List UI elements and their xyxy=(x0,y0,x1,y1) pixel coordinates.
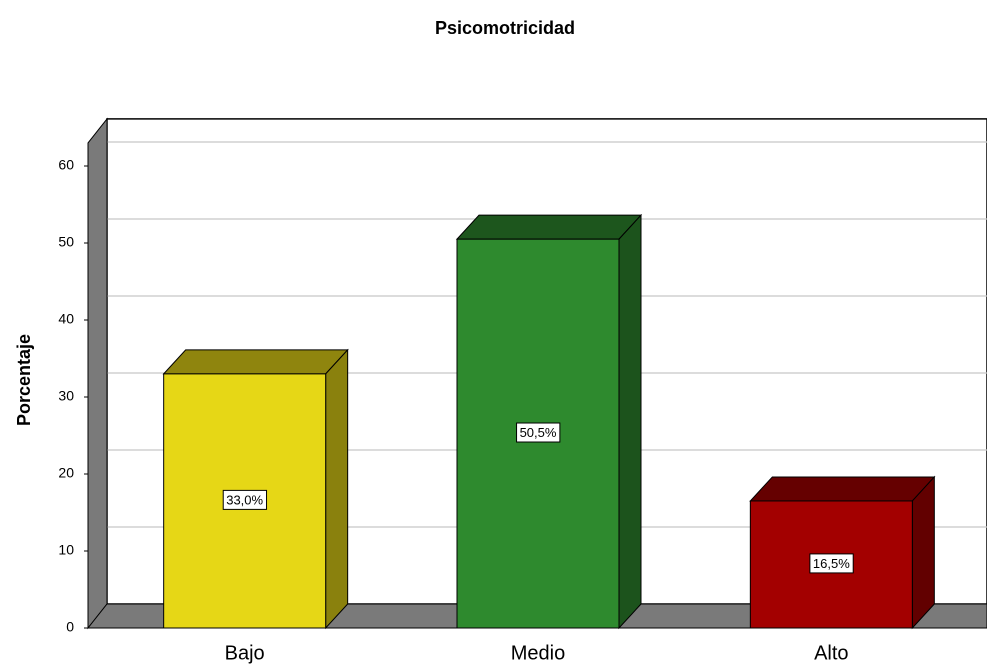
y-tick-label: 30 xyxy=(58,388,74,404)
left-wall xyxy=(87,117,108,630)
value-label-box xyxy=(222,489,268,510)
bar-side xyxy=(911,475,935,630)
bar-top xyxy=(455,214,643,240)
y-tick-label: 20 xyxy=(58,465,74,481)
value-label-box xyxy=(809,553,854,574)
y-tick-label: 50 xyxy=(58,234,74,250)
value-label-box xyxy=(516,422,561,443)
chart-title: Psicomotricidad xyxy=(435,18,575,38)
y-tick-label: 0 xyxy=(66,619,74,635)
value-label: 33,0% xyxy=(226,492,263,507)
bar-side xyxy=(618,213,642,630)
y-tick-label: 60 xyxy=(58,157,74,173)
x-tick-label: Medio xyxy=(511,642,565,664)
x-tick-label: Alto xyxy=(814,642,848,664)
y-axis-label: Porcentaje xyxy=(14,334,34,426)
value-label: 50,5% xyxy=(520,425,557,440)
value-label: 16,5% xyxy=(813,556,850,571)
bar-top xyxy=(162,349,349,375)
y-tick-label: 40 xyxy=(58,311,74,327)
bar-top xyxy=(749,476,936,502)
x-tick-label: Bajo xyxy=(225,642,265,664)
bar-side xyxy=(325,348,349,630)
y-tick-label: 10 xyxy=(58,542,74,558)
